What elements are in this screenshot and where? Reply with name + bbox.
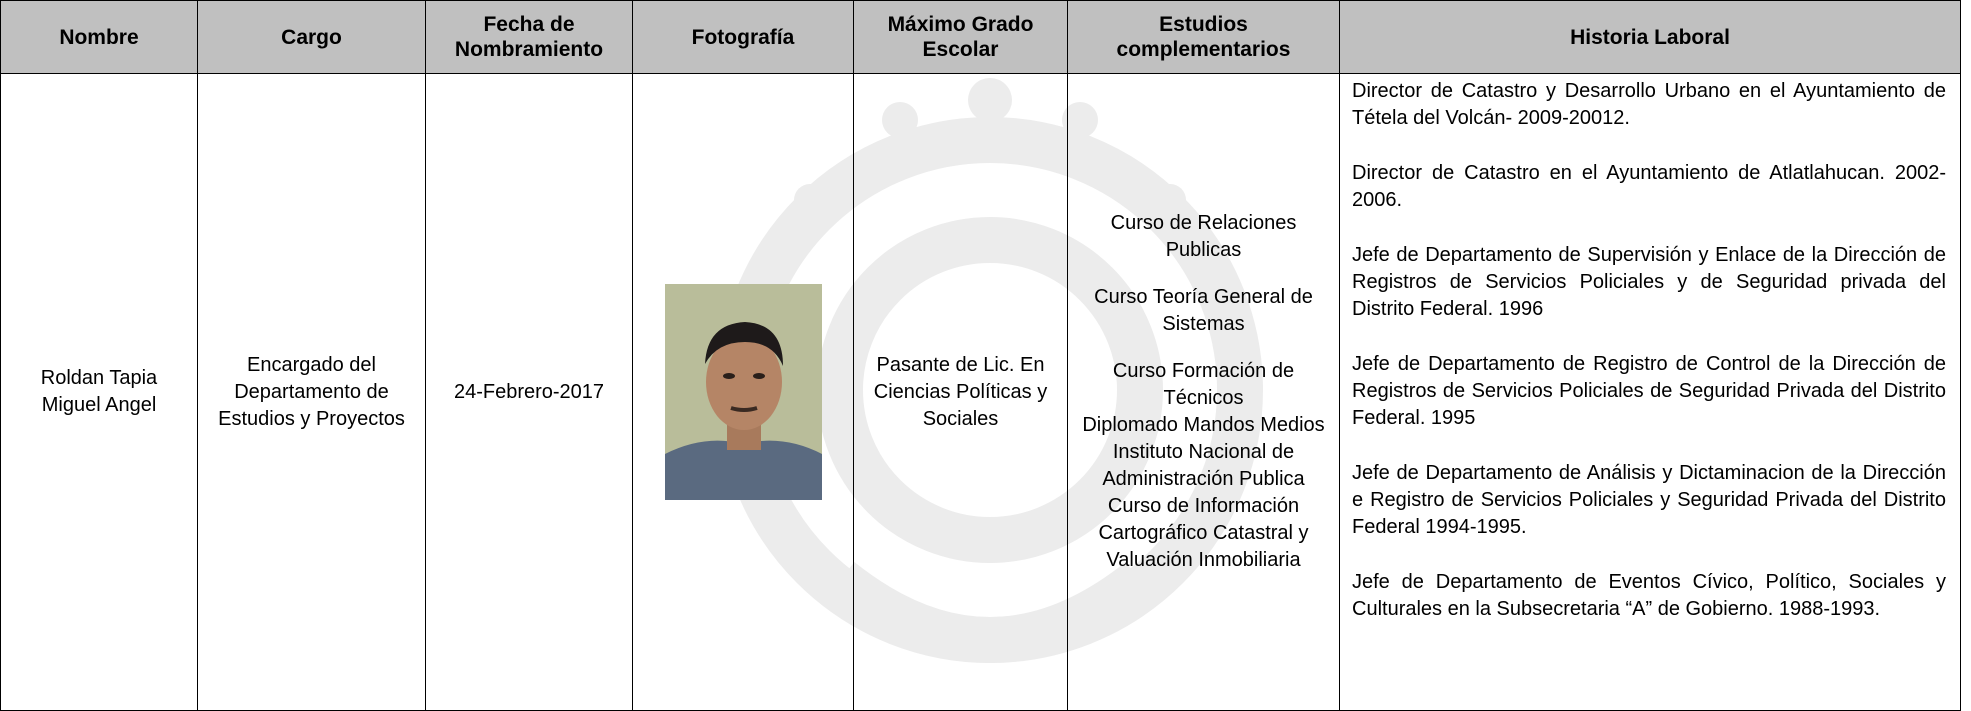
historia-item: Jefe de Departamento de Supervisión y En… <box>1352 244 1946 320</box>
photo <box>664 284 822 500</box>
estudio-item: Curso de Relaciones Publicas <box>1110 212 1297 261</box>
historia-item: Director de Catastro y Desarrollo Urbano… <box>1352 80 1946 129</box>
cargo-cell: Encargado del Departamento de Estudios y… <box>197 73 426 711</box>
historia-item: Jefe de Departamento de Análisis y Dicta… <box>1352 462 1946 538</box>
header-cell: Estudios complementarios <box>1067 0 1340 74</box>
header-row: Nombre Cargo Fecha de Nombramiento Fotog… <box>0 0 1961 74</box>
historia-item: Director de Catastro en el Ayuntamiento … <box>1352 162 1946 211</box>
header-cell: Historia Laboral <box>1339 0 1961 74</box>
historia-item: Jefe de Departamento de Registro de Cont… <box>1352 353 1946 429</box>
header-cell: Máximo Grado Escolar <box>853 0 1068 74</box>
estudios-cell: Curso de Relaciones Publicas Curso Teorí… <box>1067 73 1340 711</box>
estudio-item: Curso de Información Cartográfico Catast… <box>1098 495 1309 571</box>
foto-cell <box>632 73 854 711</box>
grado-cell: Pasante de Lic. En Ciencias Políticas y … <box>853 73 1068 711</box>
header-cell: Fecha de Nombramiento <box>425 0 633 74</box>
header-cell: Cargo <box>197 0 426 74</box>
nombre-cell: Roldan Tapia Miguel Angel <box>0 73 198 711</box>
fecha-cell: 24-Febrero-2017 <box>425 73 633 711</box>
header-cell: Fotografía <box>632 0 854 74</box>
historia-cell: Director de Catastro y Desarrollo Urbano… <box>1339 73 1961 711</box>
estudio-item: Curso Teoría General de Sistemas <box>1094 286 1313 335</box>
header-cell: Nombre <box>0 0 198 74</box>
historia-item: Jefe de Departamento de Eventos Cívico, … <box>1352 571 1946 620</box>
estudio-item: Curso Formación de Técnicos <box>1112 360 1295 409</box>
data-row: Roldan Tapia Miguel Angel Encargado del … <box>0 73 1961 711</box>
estudio-item: Diplomado Mandos Medios Instituto Nacion… <box>1082 414 1325 490</box>
